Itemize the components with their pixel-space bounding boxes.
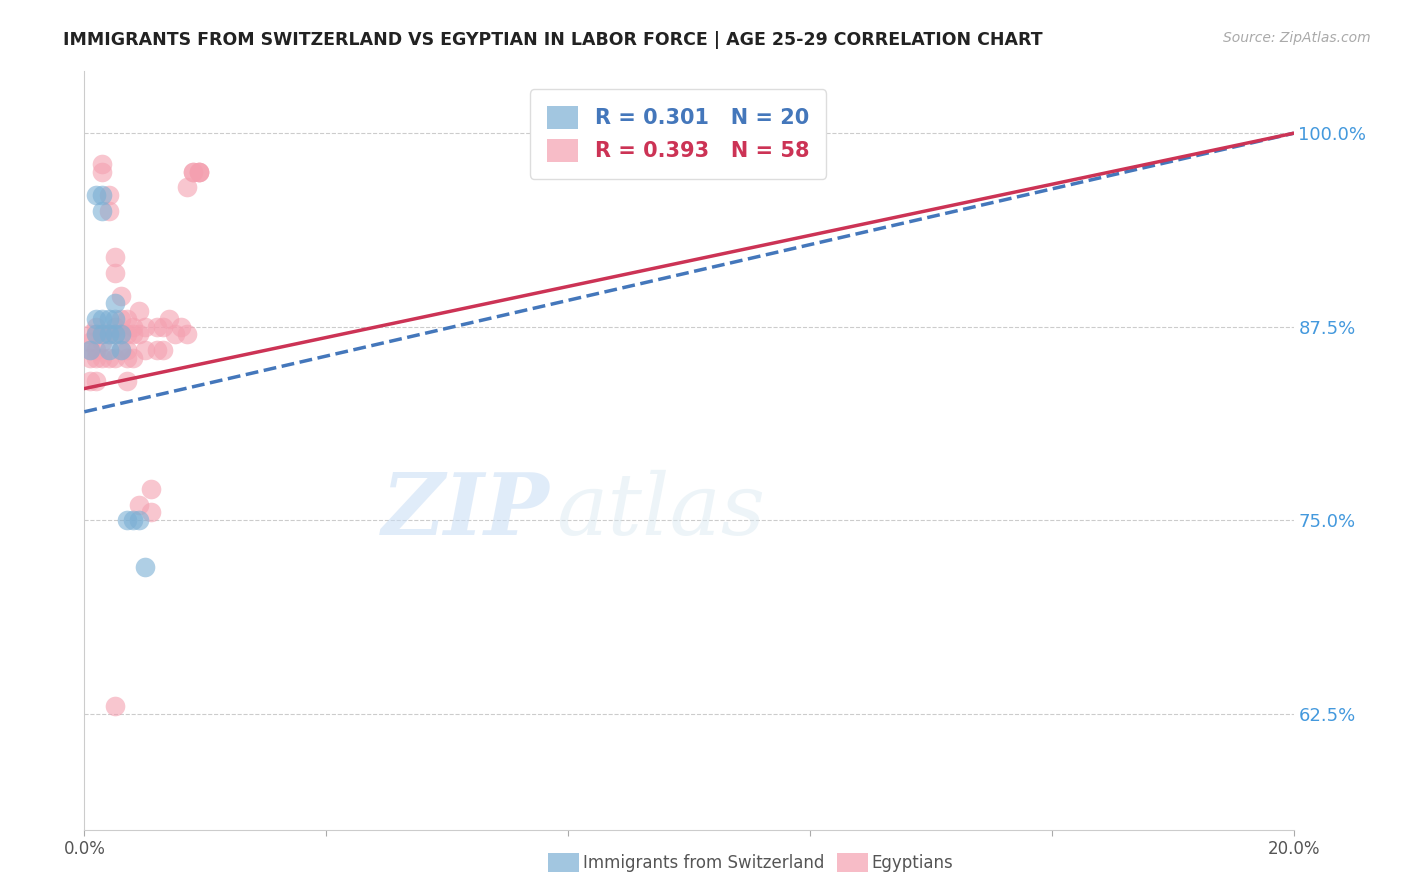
Text: Egyptians: Egyptians <box>872 854 953 871</box>
Legend: R = 0.301   N = 20, R = 0.393   N = 58: R = 0.301 N = 20, R = 0.393 N = 58 <box>530 89 825 178</box>
Point <box>188 165 211 179</box>
Point <box>104 312 127 326</box>
Point <box>110 312 132 326</box>
Point <box>115 374 138 388</box>
Point <box>86 188 108 202</box>
Point <box>110 289 132 303</box>
Point <box>86 343 108 357</box>
Point <box>97 188 120 202</box>
Bar <box>837 853 868 872</box>
Point <box>128 513 150 527</box>
Point <box>91 327 114 342</box>
Point <box>97 327 120 342</box>
Bar <box>548 853 579 872</box>
Point <box>104 327 127 342</box>
Point <box>121 327 143 342</box>
Point <box>110 327 132 342</box>
Point <box>115 513 138 527</box>
Point <box>97 327 120 342</box>
Point <box>134 343 156 357</box>
Point <box>91 312 114 326</box>
Point <box>128 304 150 318</box>
Point <box>121 351 143 365</box>
Point <box>181 165 204 179</box>
Point <box>91 335 114 350</box>
Point <box>104 250 127 264</box>
Point <box>104 698 127 713</box>
Text: Immigrants from Switzerland: Immigrants from Switzerland <box>583 854 825 871</box>
Point <box>86 327 108 342</box>
Text: atlas: atlas <box>555 470 765 552</box>
Point <box>157 312 180 326</box>
Point <box>188 165 211 179</box>
Point <box>86 327 108 342</box>
Text: Source: ZipAtlas.com: Source: ZipAtlas.com <box>1223 31 1371 45</box>
Point <box>134 319 156 334</box>
Point <box>91 203 114 218</box>
Point <box>121 319 143 334</box>
Point <box>176 180 198 194</box>
Point <box>97 351 120 365</box>
Point <box>91 188 114 202</box>
Point <box>170 319 193 334</box>
Point <box>104 296 127 310</box>
Point <box>97 343 120 357</box>
Point <box>128 498 150 512</box>
Point <box>152 319 174 334</box>
Point <box>181 165 204 179</box>
Point <box>176 327 198 342</box>
Point <box>79 327 101 342</box>
Point <box>115 343 138 357</box>
Point <box>104 266 127 280</box>
Point <box>146 319 169 334</box>
Point <box>86 312 108 326</box>
Point <box>91 327 114 342</box>
Text: IMMIGRANTS FROM SWITZERLAND VS EGYPTIAN IN LABOR FORCE | AGE 25-29 CORRELATION C: IMMIGRANTS FROM SWITZERLAND VS EGYPTIAN … <box>63 31 1043 49</box>
Point <box>146 343 169 357</box>
Point <box>139 482 162 496</box>
Point <box>188 165 211 179</box>
Point <box>79 335 101 350</box>
Point <box>115 312 138 326</box>
Point <box>104 319 127 334</box>
Point <box>115 351 138 365</box>
Point <box>104 327 127 342</box>
Point <box>86 351 108 365</box>
Point <box>121 513 143 527</box>
Point <box>91 351 114 365</box>
Point <box>86 319 108 334</box>
Point <box>104 351 127 365</box>
Point <box>110 343 132 357</box>
Text: ZIP: ZIP <box>382 469 550 553</box>
Point <box>79 351 101 365</box>
Point <box>128 327 150 342</box>
Point <box>97 203 120 218</box>
Point <box>79 343 101 357</box>
Point <box>115 327 138 342</box>
Point <box>110 327 132 342</box>
Y-axis label: In Labor Force | Age 25-29: In Labor Force | Age 25-29 <box>0 341 8 560</box>
Point <box>79 374 101 388</box>
Point <box>165 327 187 342</box>
Point <box>91 165 114 179</box>
Point <box>134 559 156 574</box>
Point <box>139 505 162 519</box>
Point <box>79 343 101 357</box>
Point <box>97 312 120 326</box>
Point <box>91 157 114 171</box>
Point <box>152 343 174 357</box>
Point <box>110 343 132 357</box>
Point <box>86 374 108 388</box>
